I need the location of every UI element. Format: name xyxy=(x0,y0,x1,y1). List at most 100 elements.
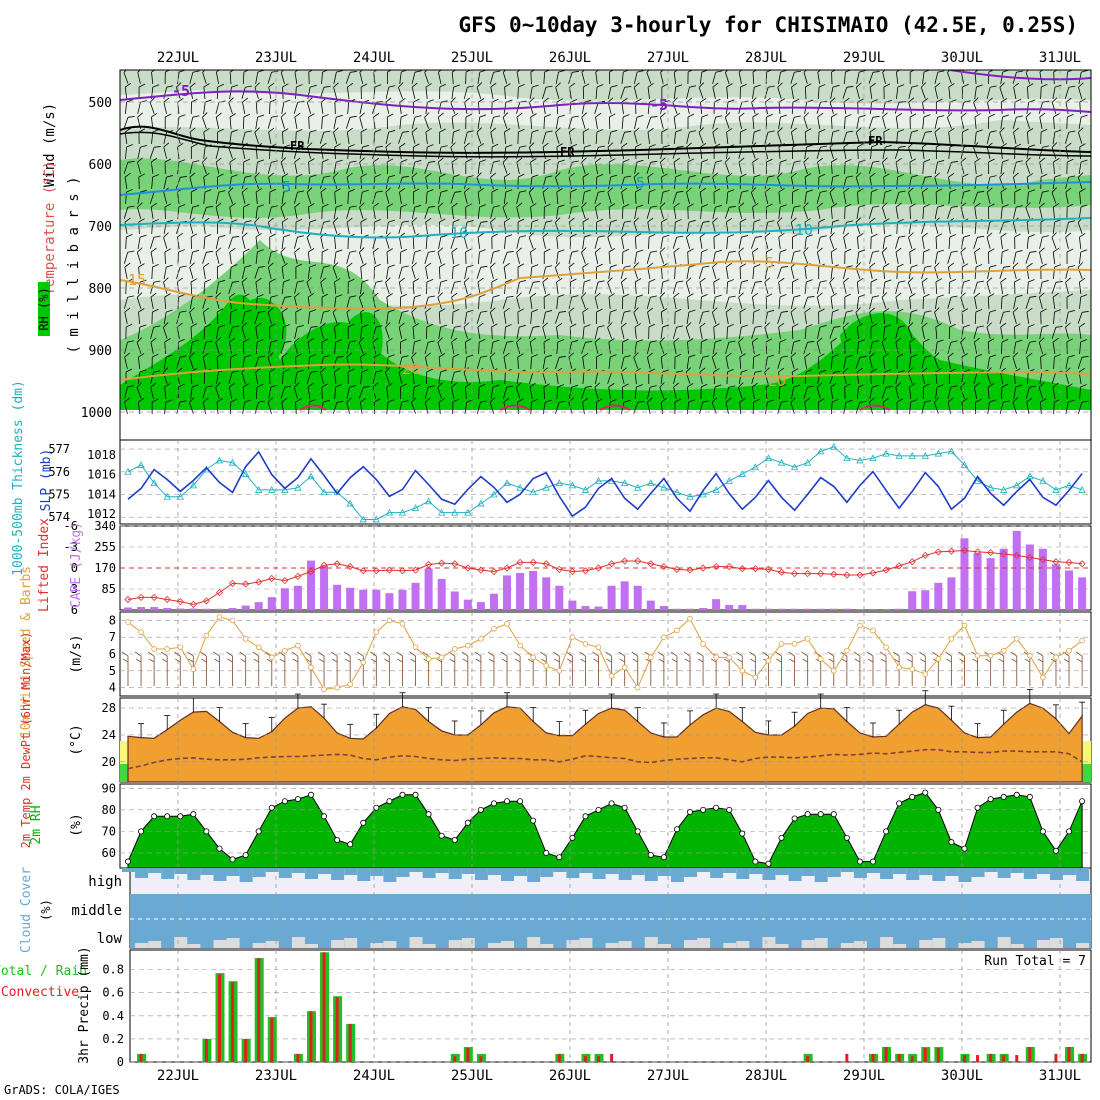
wind-barb xyxy=(450,235,462,249)
wind-barb xyxy=(635,188,642,205)
precip-conv-bar xyxy=(884,1046,888,1062)
wind-barb xyxy=(504,173,511,190)
wind-barb xyxy=(190,323,197,340)
thickness-point xyxy=(215,456,224,464)
wind-barb xyxy=(215,190,226,204)
wind-barb xyxy=(556,339,565,355)
wind-barb xyxy=(307,129,317,144)
wind-barb xyxy=(163,264,173,279)
wind-barb xyxy=(333,367,341,384)
rh-point xyxy=(713,804,720,811)
wind-barb xyxy=(426,368,433,385)
wind-barb xyxy=(699,310,710,324)
bottom-date-label: 23JUL xyxy=(255,1068,297,1084)
lifted-index-point xyxy=(686,566,694,574)
wind-barb xyxy=(622,383,629,400)
wind-barb xyxy=(987,383,995,400)
wind-barb xyxy=(555,159,565,174)
wind-barb xyxy=(934,70,945,84)
wind-barb xyxy=(988,248,995,265)
ylabel-temp-unit: (°C) xyxy=(69,724,84,755)
10m-wind-barb xyxy=(892,651,900,686)
wind-barb xyxy=(948,172,955,189)
wind-speed-point xyxy=(896,664,902,671)
wind-barb xyxy=(894,145,906,159)
wind-barb xyxy=(347,144,355,160)
10m-wind-barb xyxy=(683,651,691,686)
wind-barb xyxy=(725,385,736,399)
rh-point xyxy=(896,800,903,807)
wind-barb xyxy=(503,262,510,279)
cape-bar xyxy=(320,566,329,610)
thickness-point xyxy=(163,492,171,500)
rh-point xyxy=(125,858,132,865)
wind-barb xyxy=(307,337,314,354)
wind-barb xyxy=(909,158,917,175)
wind-barb xyxy=(137,234,147,249)
wind-barb xyxy=(594,325,605,339)
wind-barb xyxy=(699,322,706,339)
wind-speed-point xyxy=(817,656,824,662)
10m-wind-barb xyxy=(605,651,613,686)
wind-barb xyxy=(320,355,330,369)
cloud-high-block xyxy=(318,868,332,874)
wind-barb xyxy=(163,232,169,249)
wind-barb xyxy=(386,383,393,400)
10m-wind-barb xyxy=(579,651,586,686)
precip-conv-bar xyxy=(806,1056,810,1062)
cloud-high-block xyxy=(893,868,907,874)
contour-10 xyxy=(120,217,1091,239)
wind-barb xyxy=(332,217,339,234)
wind-barb xyxy=(1051,281,1063,294)
wind-speed-point xyxy=(909,666,915,672)
cape-bar xyxy=(738,605,747,610)
bottom-date-label: 26JUL xyxy=(549,1068,591,1084)
wind-barb xyxy=(217,173,224,189)
wind-barb xyxy=(816,337,823,354)
precip-conv-bar xyxy=(231,982,235,1062)
wind-barb xyxy=(151,398,159,414)
wind-barb xyxy=(1078,159,1088,174)
label-minus5: -5 xyxy=(172,82,190,100)
cape-bar xyxy=(555,585,564,610)
wind-speed-point xyxy=(491,625,497,632)
wind-speed-point xyxy=(608,673,615,679)
wind-barb xyxy=(986,175,997,189)
lifted-index-point xyxy=(621,557,629,565)
wind-barb xyxy=(399,204,408,220)
cloud-low-block xyxy=(344,938,358,948)
cloud-high-block xyxy=(370,868,384,876)
wind-barb xyxy=(517,128,525,145)
wind-barb xyxy=(215,279,226,294)
thickness-point xyxy=(385,508,394,516)
wind-barb xyxy=(856,114,866,129)
cloud-high-block xyxy=(788,868,802,881)
wind-barb xyxy=(816,382,823,399)
wind-barb xyxy=(489,307,496,324)
wind-barb xyxy=(320,187,327,204)
wind-barb xyxy=(528,232,535,249)
wind-speed-point xyxy=(922,671,929,677)
rh-dark-band xyxy=(120,294,1091,410)
wind-barb xyxy=(124,83,132,100)
thickness-tick-label: 574 xyxy=(48,510,70,524)
rh-point xyxy=(556,854,563,861)
wind-barb xyxy=(700,204,708,220)
cloud-low-block xyxy=(644,937,658,948)
wind-barb xyxy=(960,337,966,354)
wind-barb xyxy=(345,115,357,129)
dewpoint-line xyxy=(127,748,1083,770)
wind-barb xyxy=(790,205,801,219)
wind-barb xyxy=(242,309,252,324)
wind-barb xyxy=(699,114,709,130)
label-10: 10 xyxy=(450,224,468,242)
cape-bar xyxy=(777,608,786,610)
wind-barb xyxy=(189,352,195,369)
wind-barb xyxy=(281,144,291,159)
wind-barb xyxy=(648,233,656,250)
10m-wind-barb xyxy=(239,651,247,686)
wind-barb xyxy=(712,70,723,84)
wind-barb xyxy=(895,247,902,264)
wind-barb xyxy=(502,251,514,264)
wind-barb xyxy=(556,384,565,400)
